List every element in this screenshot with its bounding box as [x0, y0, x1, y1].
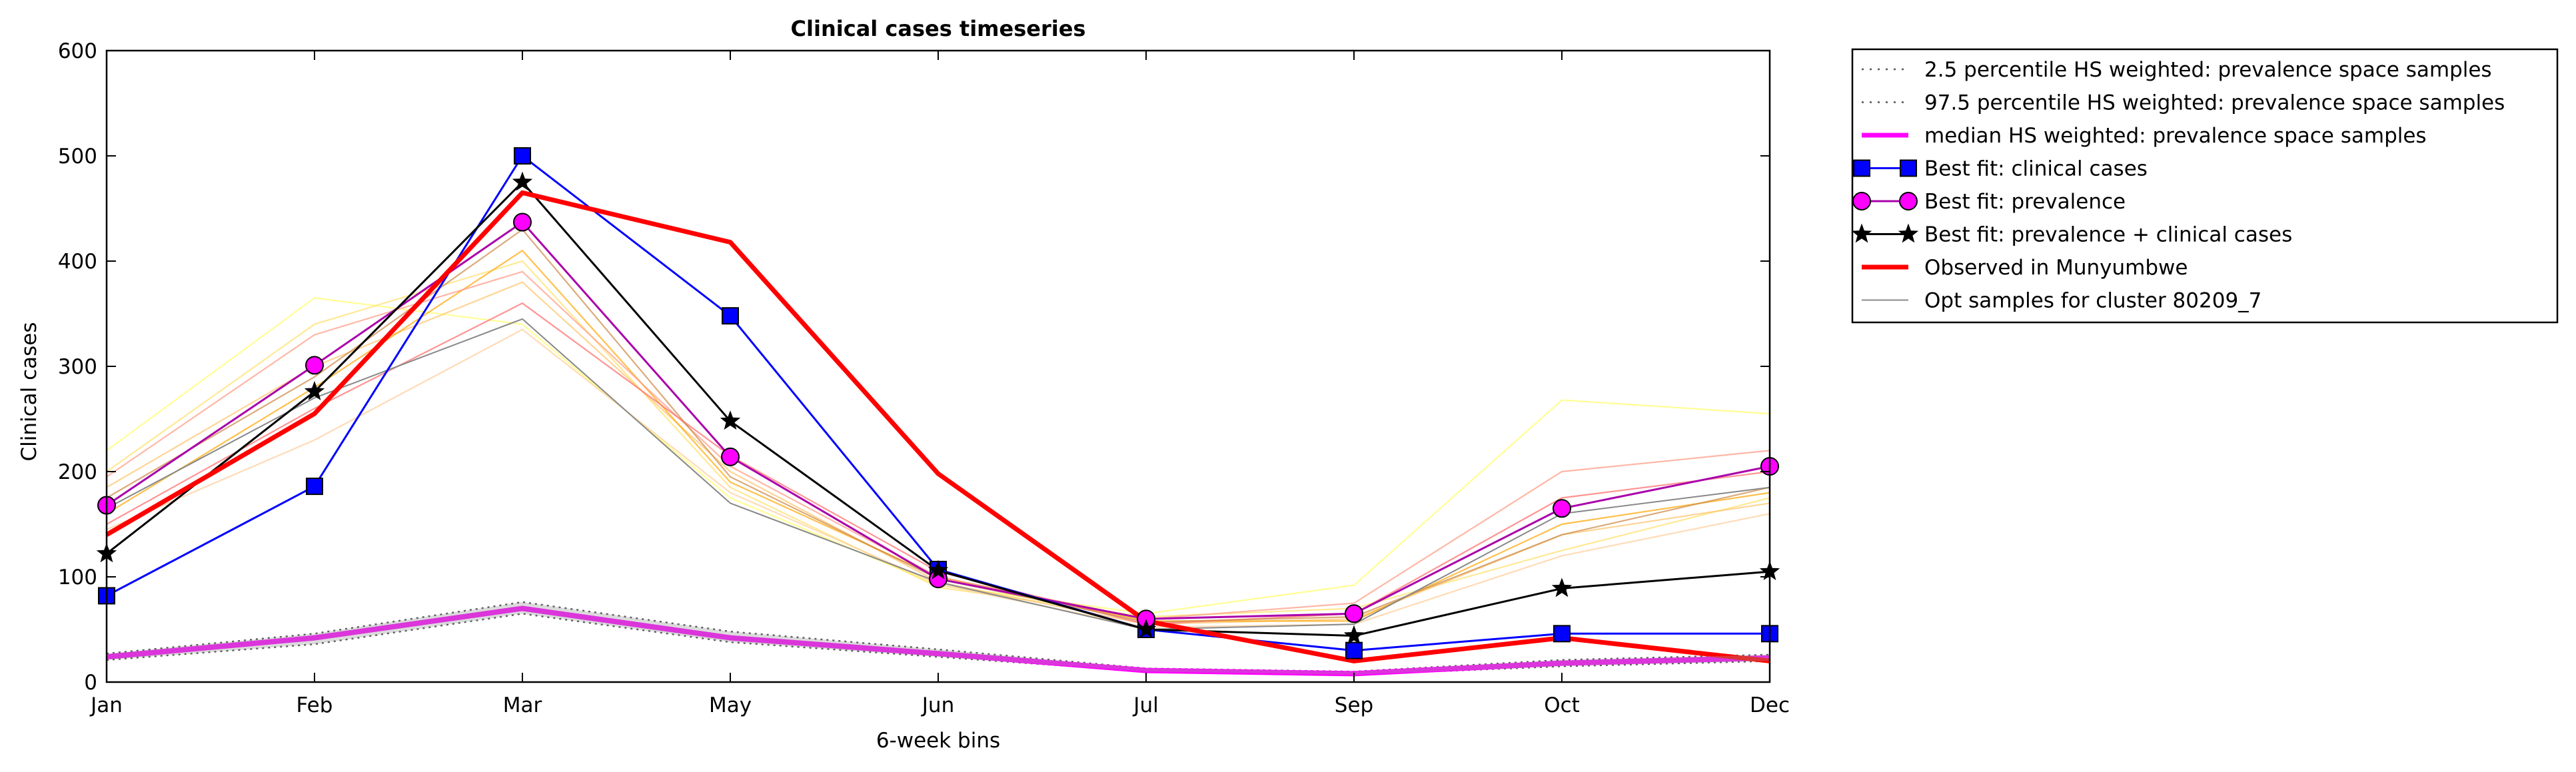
- legend-label-7: Opt samples for cluster 80209_7: [1924, 289, 2261, 313]
- x-tick-label-3: May: [709, 693, 752, 717]
- series-line-6: [105, 190, 1770, 663]
- y-tick-label-3: 300: [58, 355, 97, 379]
- series-3-marker-6: [1345, 641, 1363, 659]
- legend-label-6: Observed in Munyumbwe: [1924, 256, 2188, 280]
- legend-label-2: median HS weighted: prevalence space sam…: [1924, 124, 2427, 148]
- legend-marker-a-3: [1853, 159, 1870, 177]
- series-5-marker-2: [512, 171, 533, 191]
- chart-title: Clinical cases timeseries: [791, 16, 1086, 41]
- series-5-marker-4: [928, 560, 949, 579]
- series-3-marker-1: [306, 478, 323, 496]
- axes: 0 100 200 300 400 500 600 Jan Feb Mar May Jun Jul Sep…: [58, 39, 1790, 717]
- legend-label-3: Best fit: clinical cases: [1924, 157, 2148, 181]
- series-5-marker-1: [304, 380, 325, 400]
- y-axis-label: Clinical cases: [17, 322, 41, 461]
- y-tick-label-4: 400: [58, 250, 97, 274]
- series-line-2: [106, 605, 1770, 677]
- x-tick-label-5: Jul: [1132, 693, 1158, 717]
- legend: 2.5 percentile HS weighted: prevalence s…: [1851, 48, 2559, 324]
- series-3-marker-2: [514, 147, 531, 165]
- series-line-1: [106, 601, 1770, 673]
- series-lines: [105, 155, 1770, 677]
- legend-box: [1851, 48, 2559, 324]
- y-tick-label-5: 500: [58, 145, 97, 169]
- series-4-marker-2: [513, 212, 532, 232]
- x-tick-label-6: Sep: [1335, 693, 1373, 717]
- legend-marker-a-5: [1851, 223, 1872, 243]
- series-4-marker-7: [1553, 499, 1571, 518]
- legend-label-4: Best fit: prevalence: [1924, 190, 2126, 214]
- series-3-marker-7: [1553, 625, 1571, 643]
- series-4-marker-1: [305, 356, 324, 375]
- x-tick-label-0: Jan: [89, 693, 123, 717]
- y-tick-label-0: 0: [84, 671, 97, 695]
- x-tick-label-1: Feb: [297, 693, 333, 717]
- y-tick-label-1: 100: [58, 566, 97, 589]
- series-5-marker-5: [1135, 619, 1157, 638]
- x-tick-label-7: Oct: [1544, 693, 1580, 717]
- x-tick-label-4: Jun: [921, 693, 954, 717]
- legend-label-1: 97.5 percentile HS weighted: prevalence …: [1924, 91, 2505, 115]
- y-tick-label-2: 200: [58, 460, 97, 484]
- percentile-band: [107, 601, 1770, 675]
- series-4-marker-6: [1345, 604, 1363, 623]
- legend-marker-a-4: [1852, 192, 1871, 210]
- series-5-marker-3: [720, 410, 741, 430]
- series-3-marker-3: [722, 307, 739, 325]
- x-tick-label-8: Dec: [1750, 693, 1790, 717]
- x-tick-label-2: Mar: [503, 693, 542, 717]
- legend-label-0: 2.5 percentile HS weighted: prevalence s…: [1924, 58, 2492, 82]
- series-markers: [96, 147, 1780, 659]
- legend-marker-b-5: [1898, 223, 1919, 243]
- series-5-marker-7: [1551, 578, 1573, 597]
- legend-marker-b-3: [1900, 159, 1917, 177]
- series-5-marker-6: [1343, 625, 1365, 645]
- legend-marker-b-4: [1899, 192, 1918, 210]
- x-axis-label: 6-week bins: [876, 729, 1000, 753]
- y-tick-label-6: 600: [58, 39, 97, 63]
- series-4-marker-3: [721, 447, 740, 466]
- legend-label-5: Best fit: prevalence + clinical cases: [1924, 223, 2292, 247]
